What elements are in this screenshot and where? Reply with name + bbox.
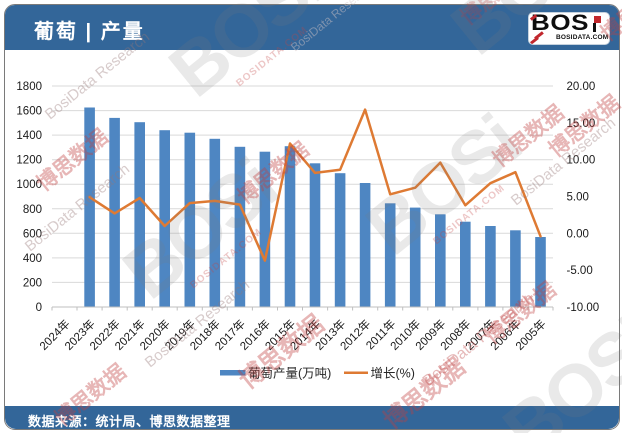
svg-text:10.00: 10.00	[567, 155, 596, 167]
svg-text:400: 400	[23, 253, 42, 265]
svg-text:-5.00: -5.00	[567, 265, 593, 277]
svg-text:200: 200	[23, 277, 42, 289]
svg-text:0.00: 0.00	[567, 228, 589, 240]
svg-text:0: 0	[36, 302, 42, 314]
svg-text:-10.00: -10.00	[567, 302, 600, 314]
svg-text:1200: 1200	[16, 155, 42, 167]
svg-text:5.00: 5.00	[567, 192, 589, 204]
svg-text:1800: 1800	[16, 81, 42, 93]
svg-text:1000: 1000	[16, 179, 42, 191]
svg-text:增长(%): 增长(%)	[371, 366, 415, 381]
svg-text:1400: 1400	[16, 130, 42, 142]
svg-text:800: 800	[23, 204, 42, 216]
svg-text:15.00: 15.00	[567, 118, 596, 130]
svg-text:20.00: 20.00	[567, 81, 596, 93]
svg-text:葡萄产量(万吨): 葡萄产量(万吨)	[248, 367, 331, 381]
svg-text:600: 600	[23, 228, 42, 240]
svg-text:1600: 1600	[16, 106, 42, 118]
